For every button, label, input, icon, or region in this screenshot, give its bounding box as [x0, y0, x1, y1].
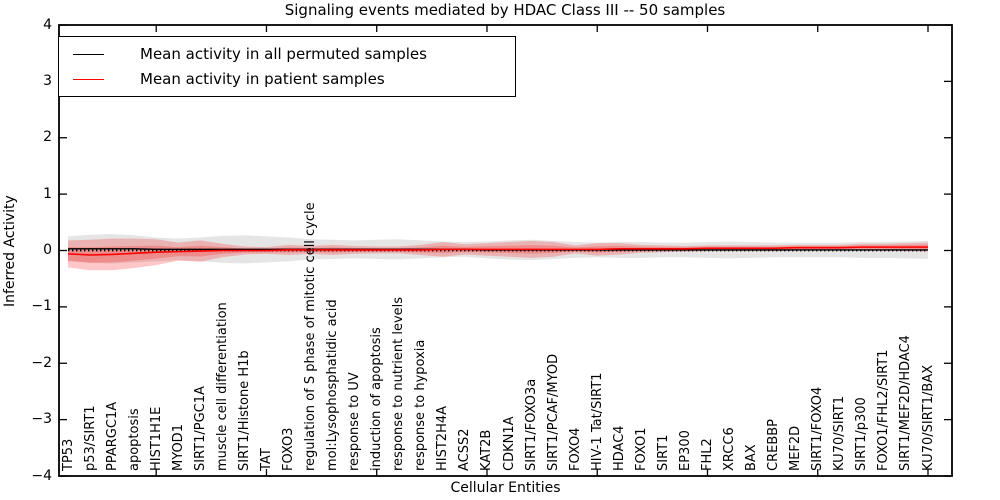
x-tick-label: mol:Lysophosphatidic acid — [325, 299, 341, 471]
legend-item-patient: Mean activity in patient samples — [73, 70, 515, 88]
y-tick-label: 3 — [43, 72, 52, 89]
x-tick-label: SIRT1/Histone H1b — [236, 350, 252, 471]
y-tick-label: −4 — [31, 467, 52, 484]
y-axis-label: Inferred Activity — [2, 195, 18, 307]
x-axis-label: Cellular Entities — [450, 480, 561, 496]
x-tick-label: apoptosis — [126, 408, 142, 471]
y-tick-label: 4 — [43, 16, 52, 33]
x-tick-label: MEF2D — [788, 425, 804, 471]
x-tick-label: SIRT1/PGC1A — [192, 386, 208, 471]
patient-line-swatch — [73, 78, 104, 80]
x-tick-label: MYOD1 — [170, 424, 186, 471]
y-tick-label: 0 — [43, 242, 52, 258]
x-tick-label: EP300 — [677, 430, 693, 471]
x-tick-label: response to UV — [347, 372, 363, 471]
x-tick-label: HIST1H1E — [148, 406, 164, 471]
x-tick-label: HDAC4 — [611, 425, 627, 471]
x-tick-label: FOXO1/FHL2/SIRT1 — [876, 349, 892, 471]
y-tick-label: −1 — [31, 298, 52, 315]
patient-mean-line — [67, 246, 928, 256]
x-tick-label: SIRT1/FOXO3a — [523, 378, 539, 471]
x-tick-label: PPARGC1A — [104, 401, 120, 471]
x-tick-label: XRCC6 — [722, 427, 738, 471]
x-tick-label: regulation of S phase of mitotic cell cy… — [303, 202, 319, 471]
y-tick-label: −2 — [31, 354, 52, 371]
x-tick-label: KU70/SIRT1 — [832, 396, 848, 471]
x-tick-label: TAT — [258, 448, 274, 471]
patient-std-band — [68, 238, 928, 271]
x-tick-label: SIRT1 — [655, 434, 671, 471]
x-tick-label: HIV-1 Tat/SIRT1 — [589, 372, 605, 471]
y-tick-label: −3 — [31, 411, 52, 428]
legend-label-permuted: Mean activity in all permuted samples — [140, 45, 427, 63]
x-tick-label: response to hypoxia — [413, 339, 429, 471]
x-tick-label: muscle cell differentiation — [214, 302, 230, 471]
x-tick-label: FOXO1 — [633, 427, 649, 471]
x-tick-label: FHL2 — [699, 438, 715, 471]
x-tick-label: response to nutrient levels — [391, 296, 407, 471]
chart-title: Signaling events mediated by HDAC Class … — [284, 1, 726, 19]
x-tick-label: SIRT1/PCAF/MYOD — [545, 353, 561, 471]
x-tick-label: FOXO3 — [281, 427, 296, 471]
x-tick-label: CDKN1A — [501, 416, 517, 471]
y-tick-label: 1 — [43, 185, 52, 202]
x-tick-label: KU70/SIRT1/BAX — [920, 364, 936, 471]
x-tick-label: SIRT1/FOXO4 — [810, 386, 826, 471]
legend-item-permuted: Mean activity in all permuted samples — [73, 45, 515, 63]
x-tick-label: induction of apoptosis — [369, 327, 385, 471]
legend: Mean activity in all permuted samples Me… — [58, 36, 516, 97]
x-tick-label: ACSS2 — [457, 428, 473, 471]
x-tick-label: TP53 — [60, 438, 76, 471]
x-tick-label: SIRT1/p300 — [854, 397, 870, 471]
x-tick-label: HIST2H4A — [435, 405, 451, 471]
x-tick-label: BAX — [744, 444, 760, 471]
x-tick-label: p53/SIRT1 — [82, 405, 98, 471]
x-tick-label: SIRT1/MEF2D/HDAC4 — [898, 335, 914, 471]
legend-label-patient: Mean activity in patient samples — [140, 70, 385, 88]
x-tick-label: KAT2B — [479, 429, 495, 471]
x-tick-label: CREBBP — [766, 419, 782, 471]
x-tick-label: FOXO4 — [567, 427, 583, 471]
y-tick-label: 2 — [43, 129, 52, 146]
permuted-line-swatch — [73, 53, 104, 55]
